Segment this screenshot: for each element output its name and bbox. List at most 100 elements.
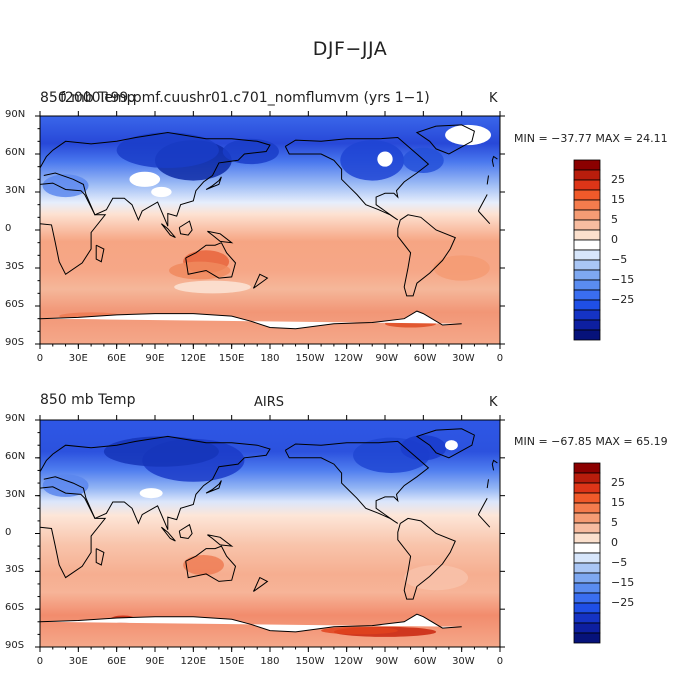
panel2-colorbar-box (573, 482, 601, 494)
panel2-colorbar-label: 15 (611, 496, 625, 509)
panel2-title-variable: 850 mb Temp (40, 392, 136, 408)
panel1-colorbar-box (573, 189, 601, 201)
panel2-coastline-africa (39, 486, 491, 579)
panel1-lat-label: 60N (5, 147, 26, 158)
panel1-colorbar-box (573, 249, 601, 261)
panel1-colorbar-label: 15 (611, 193, 625, 206)
panel1-colorbar-box (573, 299, 601, 311)
panel2-colorbar-label: 5 (611, 516, 618, 529)
panel1-field-region (402, 147, 444, 173)
panel1-colorbar-box (573, 209, 601, 221)
panel2-lat-label: 30N (5, 488, 26, 500)
panel2-field-region (103, 436, 219, 467)
panel2-coastline-namer (284, 440, 430, 524)
panel1-field-region (433, 255, 490, 281)
panel2-lon-label: 120E (180, 656, 206, 667)
panel1-coastline-borneo (178, 220, 193, 236)
panel1-lon-label: 90E (145, 353, 165, 364)
panel1-colorbar-label: −5 (611, 253, 628, 266)
panel1-field-region (116, 132, 219, 168)
panel1-lon-label: 60W (413, 353, 437, 364)
panel2-colorbar-box (573, 602, 601, 614)
panel2-field-region (400, 435, 447, 461)
panel2-title-source: AIRS (254, 395, 285, 410)
panel2-coastline-madagascar (95, 548, 105, 566)
panel1-coastline-africa (39, 182, 491, 276)
panel2-colorbar-box (573, 542, 601, 554)
panel1-lon-label: 150W (295, 353, 325, 364)
panel2-colorbar-box (573, 562, 601, 574)
panel1-colorbar-box (573, 289, 601, 301)
panel1-title-case: f2000.t99.pmf.cuushr01.c701_nomflumvm (y… (60, 90, 430, 106)
panel1-lat-label: 0 (5, 223, 12, 234)
panel2-lat-label: 30S (5, 564, 25, 576)
panel1-lon-label: 0 (496, 353, 504, 364)
panel2-coastline-japan (205, 480, 222, 494)
panel1-coastline-greenland (415, 124, 475, 155)
panel2-lat-label: 60N (5, 450, 26, 462)
panel1-lon-label: 90W (375, 353, 399, 364)
panel1-title-variable: 850 mb Temp (40, 90, 136, 106)
panel1-lon-label: 60E (107, 353, 127, 364)
panel2-colorbar-box (573, 512, 601, 524)
panel2-coastline-eurasia (39, 435, 489, 530)
panel1-missing-data (129, 171, 161, 187)
panel1-lat-label: 30S (5, 261, 25, 272)
panel1-coastline-sumatra (161, 223, 176, 239)
panel2-colorbar-box (573, 622, 601, 634)
panel1-coastline-samer (397, 214, 456, 297)
panel1-lat-label: 90S (5, 337, 25, 348)
panel1-missing-data (445, 124, 492, 146)
panel2-lon-label: 30W (452, 656, 475, 667)
panel1-coastline-australia (185, 242, 237, 279)
panel2-lon-label: 180 (260, 656, 280, 667)
panel1-coastline-namer (284, 136, 430, 221)
panel1-colorbar-box (573, 159, 601, 171)
panel2-coastline-nz (252, 576, 269, 592)
panel2-colorbar-box (573, 472, 601, 484)
panel2-lat-label: 90N (5, 413, 26, 424)
panel1-missing-data (377, 151, 393, 167)
panel2-colorbar-box (573, 582, 601, 594)
panel2-colorbar-label: −15 (611, 576, 635, 589)
panel1-colorbar-label: −25 (611, 293, 635, 306)
panel2-lon-label: 90W (375, 656, 399, 667)
panel2-lon-label: 90E (145, 656, 165, 667)
panel2-lon-label: 60W (413, 656, 437, 667)
panel1-stats: MIN = −37.77 MAX = 24.11 (514, 132, 668, 145)
panel1-colorbar-box (573, 229, 601, 241)
panel1-lat-label: 30N (5, 185, 26, 196)
panel2-lat-label: 0 (5, 526, 12, 538)
panel2-field-region (321, 626, 398, 635)
panel2-lon-label: 30E (68, 656, 88, 667)
panel1-colorbar-box (573, 269, 601, 281)
panel1-coastline-newguinea (207, 230, 234, 244)
panel2-coastline-borneo (178, 523, 193, 540)
panel1-coastline-eurasia (39, 131, 489, 227)
panel2-lon-label: 60E (107, 656, 127, 667)
panel2-coastline-uk (491, 459, 498, 471)
panel1-field-region (222, 138, 279, 165)
panel1-coastline-uk (491, 155, 498, 167)
panel2-lat-label: 60S (5, 602, 25, 614)
panel1-coastline-madagascar (95, 244, 105, 263)
panel2-lon-label: 150E (218, 656, 245, 667)
panel2-colorbar-label: −5 (611, 556, 628, 569)
panel2-lon-label: 120W (333, 656, 363, 667)
panel1-colorbar-box (573, 259, 601, 271)
panel2-lat-label: 90S (5, 640, 25, 651)
panel2-field-region (404, 565, 469, 591)
panel1-lon-label: 180 (260, 353, 280, 364)
panel2-field-region (42, 474, 89, 497)
panel2-colorbar-label: −25 (611, 596, 635, 609)
panel1-field-region (340, 140, 405, 181)
panel1-colorbar-box (573, 319, 601, 331)
panel2-colorbar-box (573, 592, 601, 604)
panel1-colorbar-label: 0 (611, 233, 618, 246)
panel1-lon-label: 30W (452, 353, 475, 364)
panel1-colorbar-label: 25 (611, 173, 625, 186)
panel2-colorbar-box (573, 572, 601, 584)
panel1-colorbar-box (573, 329, 601, 341)
figure-title: DJF−JJA (312, 38, 388, 60)
panel1-colorbar-label: −15 (611, 273, 635, 286)
